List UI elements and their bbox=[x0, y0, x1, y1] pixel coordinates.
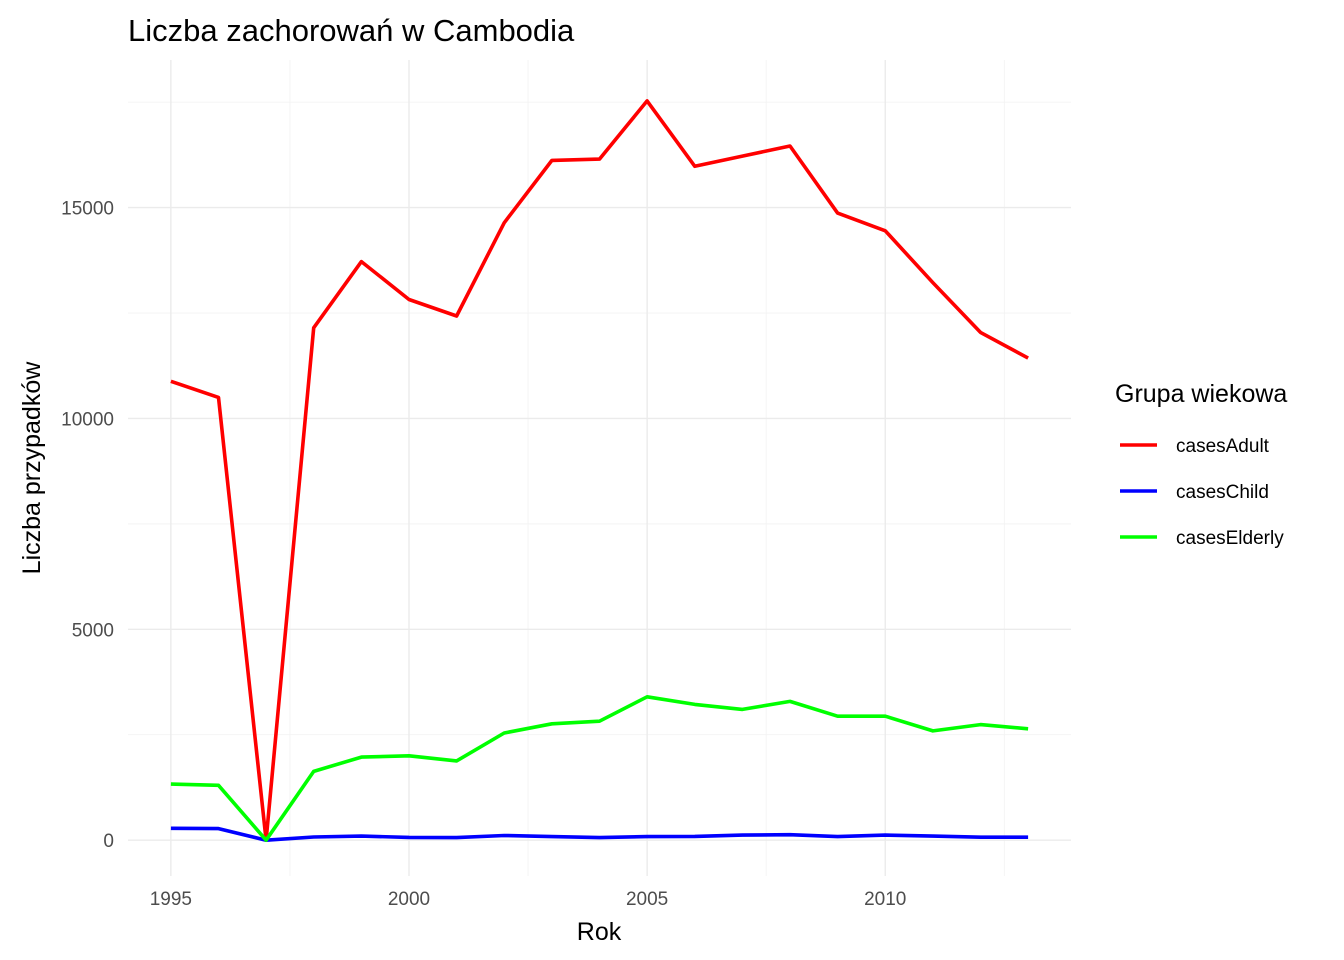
y-tick-label: 0 bbox=[103, 831, 114, 852]
x-tick-label: 2010 bbox=[864, 889, 906, 910]
y-tick-label: 10000 bbox=[61, 409, 114, 430]
legend-title: Grupa wiekowa bbox=[1115, 380, 1287, 408]
grid bbox=[128, 60, 1071, 876]
y-axis-ticks: 0 5000 10000 15000 bbox=[61, 199, 114, 853]
series-layer bbox=[170, 99, 1029, 843]
legend-label-cases-child: casesChild bbox=[1176, 482, 1269, 503]
series-line-cases-child bbox=[170, 826, 1029, 843]
legend-items: casesAdult casesChild casesElderly bbox=[1120, 436, 1284, 549]
series-line-cases-elderly bbox=[170, 694, 1029, 843]
y-tick-label: 15000 bbox=[61, 199, 114, 220]
legend: Grupa wiekowa casesAdult casesChild casesE… bbox=[1115, 380, 1287, 549]
series-line-cases-adult bbox=[170, 99, 1029, 843]
x-axis-title: Rok bbox=[577, 918, 622, 946]
y-axis-title: Liczba przypadków bbox=[18, 361, 46, 575]
legend-label-cases-elderly: casesElderly bbox=[1176, 528, 1284, 549]
y-tick-label: 5000 bbox=[72, 620, 114, 641]
x-tick-label: 1995 bbox=[150, 889, 192, 910]
x-tick-label: 2000 bbox=[388, 889, 430, 910]
legend-label-cases-adult: casesAdult bbox=[1176, 436, 1270, 457]
x-tick-label: 2005 bbox=[626, 889, 668, 910]
chart-title: Liczba zachorowań w Cambodia bbox=[128, 13, 575, 48]
x-axis-ticks: 1995 2000 2005 2010 bbox=[150, 889, 907, 910]
